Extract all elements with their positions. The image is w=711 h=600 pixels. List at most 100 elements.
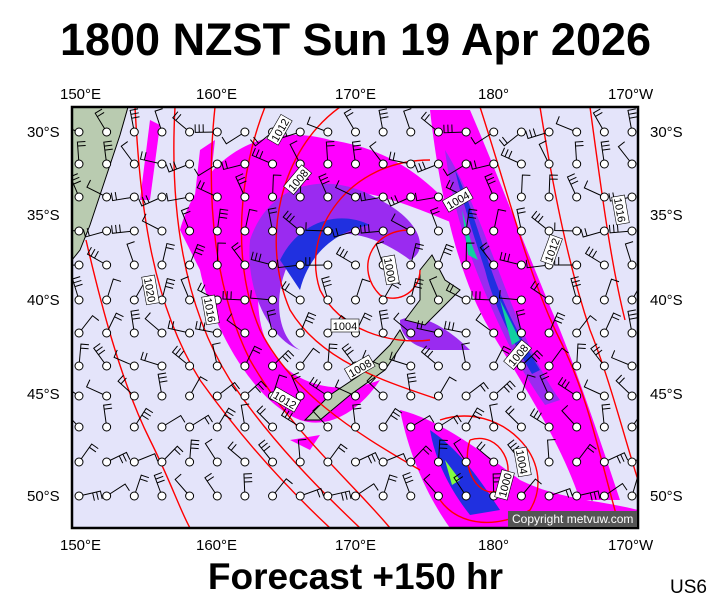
station-marker — [406, 491, 416, 501]
station-marker — [185, 192, 195, 202]
isobar-label-text: 1016 — [201, 297, 217, 323]
wind-barb — [106, 278, 122, 301]
wind-barb — [475, 313, 495, 334]
wind-barb — [103, 140, 113, 165]
station-marker — [295, 361, 305, 371]
station-marker — [461, 159, 471, 169]
wind-barb — [631, 417, 638, 428]
wind-barb — [438, 376, 457, 397]
wind-barb — [308, 376, 329, 397]
wind-barb — [305, 257, 328, 266]
wind-barb — [631, 288, 638, 301]
map-title: 1800 NZST Sun 19 Apr 2026 — [59, 14, 652, 65]
wind-barb — [493, 345, 512, 367]
wind-barb — [410, 445, 433, 463]
wind-barb — [222, 290, 245, 301]
station-marker — [185, 295, 195, 305]
lon-label-top: 170°E — [335, 86, 377, 103]
lat-label-left: 45°S — [27, 386, 60, 403]
isobar-label-text: 1000 — [381, 257, 397, 283]
station-marker — [627, 226, 637, 236]
wind-barb — [272, 174, 282, 198]
station-marker — [74, 391, 84, 401]
station-marker — [599, 422, 609, 432]
wind-barb — [484, 173, 496, 198]
station-marker — [102, 361, 112, 371]
station-marker — [240, 491, 250, 501]
wind-barb — [576, 314, 597, 334]
wind-barb — [189, 439, 200, 463]
wind-barb — [144, 312, 163, 334]
wind-barb — [256, 405, 273, 428]
station-marker — [544, 328, 554, 338]
wind-barb — [465, 407, 485, 428]
wind-barb — [94, 108, 108, 133]
station-marker — [516, 295, 526, 305]
wind-barb — [126, 241, 135, 266]
station-marker — [102, 226, 112, 236]
station-marker — [461, 127, 471, 137]
wind-barb — [134, 453, 159, 463]
wind-barb — [251, 147, 273, 165]
wind-barb — [78, 490, 103, 501]
station-marker — [516, 192, 526, 202]
isobar-label-text: 1004 — [333, 321, 357, 333]
wind-barb — [410, 414, 435, 428]
wind-barb — [547, 439, 556, 463]
wind-barb — [576, 490, 601, 501]
isobar-label-text: 1016 — [611, 197, 627, 223]
wind-barb — [204, 472, 218, 497]
wind-barb — [78, 343, 89, 367]
station-marker — [544, 491, 554, 501]
wind-barb — [266, 309, 277, 334]
station-marker — [489, 328, 499, 338]
wind-barb — [369, 141, 384, 165]
wind-barb — [453, 438, 467, 463]
isobar-label: 1016 — [201, 294, 220, 326]
lon-label-bottom: 170°E — [335, 537, 377, 554]
wind-barb — [86, 179, 107, 198]
station-marker — [433, 159, 443, 169]
lat-label-left: 50°S — [27, 488, 60, 505]
wind-barb — [375, 241, 384, 266]
station-marker — [433, 361, 443, 371]
wind-barb — [300, 487, 325, 498]
station-marker — [295, 226, 305, 236]
station-marker — [323, 226, 333, 236]
wind-barb — [189, 376, 208, 397]
station-marker — [627, 328, 637, 338]
station-marker — [268, 295, 278, 305]
station-marker — [240, 361, 250, 371]
station-marker — [516, 127, 526, 137]
isobar-label: 1004 — [513, 446, 532, 478]
station-marker — [544, 422, 554, 432]
wind-barb — [470, 131, 495, 145]
wind-barb — [548, 174, 558, 198]
wind-barb — [362, 349, 384, 367]
wind-barb — [378, 309, 389, 334]
wind-barb — [521, 349, 544, 367]
station-marker — [378, 391, 388, 401]
station-marker — [572, 391, 582, 401]
station-marker — [351, 422, 360, 432]
wind-barb — [366, 374, 384, 397]
isobar-label: 1020 — [141, 274, 160, 306]
wind-barb — [193, 163, 218, 177]
station-marker — [627, 361, 637, 371]
station-marker — [102, 422, 112, 432]
station-marker — [268, 361, 278, 371]
wind-barb — [402, 472, 414, 497]
wind-barb — [138, 195, 163, 207]
wind-barb — [437, 439, 448, 463]
station-marker — [240, 226, 250, 236]
wind-barb — [280, 408, 301, 428]
station-marker — [433, 295, 443, 305]
wind-barb — [161, 445, 184, 463]
station-marker — [295, 295, 305, 305]
wind-barb — [161, 278, 176, 301]
station-marker — [378, 295, 388, 305]
wind-barb — [180, 276, 191, 301]
wind-barb — [306, 116, 329, 133]
station-marker — [544, 159, 554, 169]
station-marker — [572, 127, 582, 137]
